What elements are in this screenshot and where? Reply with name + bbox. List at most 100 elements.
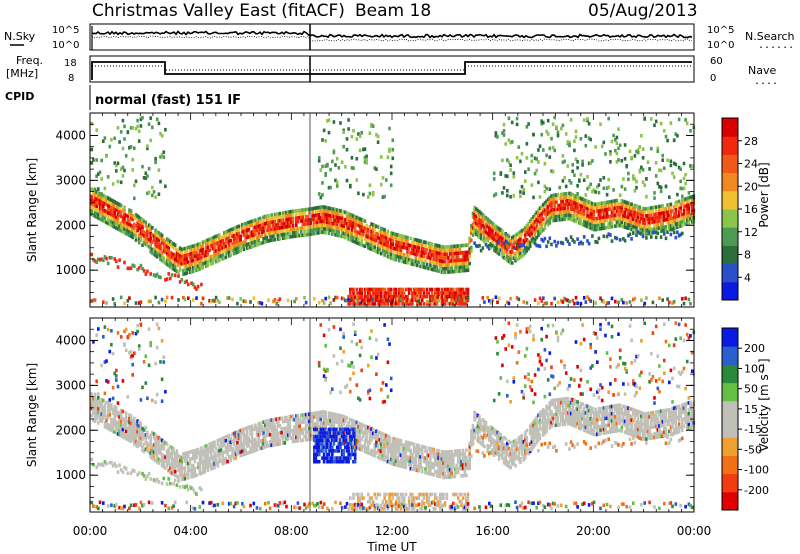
velocity-cell	[155, 434, 159, 439]
velocity-cell	[124, 415, 128, 419]
power-cell	[524, 251, 527, 255]
velocity-cell	[139, 432, 143, 437]
power-cell	[429, 256, 432, 260]
power-cell	[139, 224, 143, 228]
power-cell	[116, 161, 120, 166]
power-cell	[360, 217, 363, 222]
power-cell	[442, 291, 445, 295]
power-cell	[293, 299, 296, 304]
velocity-cell	[165, 456, 169, 461]
velocity-cell	[193, 490, 197, 495]
power-cell	[430, 260, 434, 264]
power-cell	[281, 214, 285, 219]
power-cell	[329, 167, 332, 172]
velocity-cell	[205, 458, 208, 462]
power-cell	[463, 265, 467, 269]
velocity-cell	[139, 436, 143, 440]
power-cell	[349, 291, 352, 295]
velocity-cell	[308, 502, 311, 506]
power-cell	[540, 121, 543, 126]
velocity-cell	[157, 446, 161, 451]
power-cell	[214, 256, 218, 260]
power-cell	[417, 238, 421, 243]
power-cell	[561, 192, 565, 196]
freq-label: Freq.	[16, 54, 43, 67]
power-cell	[301, 226, 305, 230]
velocity-cell	[102, 413, 105, 417]
velocity-cell	[281, 501, 285, 506]
power-cell	[339, 227, 342, 231]
velocity-cell	[170, 446, 174, 450]
velocity-cell	[304, 438, 308, 442]
velocity-cell	[183, 476, 187, 481]
power-cell	[304, 300, 308, 305]
power-cell	[622, 214, 625, 218]
power-cell	[213, 257, 216, 261]
power-cell	[124, 231, 128, 236]
power-cell	[592, 188, 596, 192]
velocity-cell	[277, 431, 280, 436]
velocity-cell	[340, 425, 344, 429]
power-cell	[689, 195, 692, 200]
power-cell	[281, 222, 285, 226]
power-cell	[182, 254, 185, 259]
power-cell	[573, 197, 576, 201]
power-cell	[394, 301, 398, 305]
power-cell	[592, 213, 596, 217]
velocity-cell	[232, 442, 236, 446]
power-cell	[414, 238, 417, 242]
power-cell	[473, 216, 476, 221]
power-cell	[453, 248, 457, 252]
power-cell	[389, 249, 393, 253]
power-cell	[363, 147, 367, 151]
velocity-cell	[314, 411, 318, 415]
power-cell	[576, 166, 579, 170]
power-cell	[571, 238, 574, 242]
power-cell	[342, 130, 345, 134]
power-cell	[659, 235, 663, 239]
velocity-cell	[249, 446, 252, 451]
velocity-cell	[257, 440, 260, 444]
power-cell	[422, 254, 426, 259]
power-cell	[556, 300, 560, 305]
power-cell	[538, 224, 542, 229]
velocity-cell	[342, 418, 345, 423]
power-cell	[257, 220, 260, 225]
power-cell	[599, 122, 602, 126]
power-cell	[216, 251, 220, 256]
power-cell	[177, 249, 180, 253]
power-cell	[556, 240, 560, 245]
power-cell	[676, 200, 679, 204]
power-cell	[429, 302, 432, 306]
power-cell	[546, 215, 550, 220]
velocity-cell	[339, 438, 342, 442]
power-cell	[270, 213, 273, 217]
power-cell	[155, 255, 159, 259]
power-cell	[188, 270, 192, 275]
power-cell	[331, 207, 334, 211]
power-cell	[280, 229, 283, 234]
power-cell	[481, 216, 485, 221]
power-cell	[146, 191, 149, 196]
velocity-cell	[317, 410, 321, 415]
power-cell	[159, 257, 162, 262]
power-cell	[573, 240, 576, 244]
power-cell	[157, 234, 161, 239]
power-cell	[165, 244, 169, 249]
power-cell	[546, 132, 550, 136]
power-cell	[573, 139, 576, 143]
velocity-cell	[95, 505, 98, 509]
velocity-cell	[155, 442, 159, 446]
power-cell	[412, 291, 416, 295]
power-cell	[560, 298, 563, 303]
power-cell	[491, 229, 494, 233]
power-cell	[98, 258, 102, 262]
power-cell	[612, 206, 615, 211]
power-cell	[367, 235, 370, 239]
power-cell	[216, 255, 220, 260]
velocity-cell	[242, 438, 246, 442]
power-cell	[324, 230, 327, 235]
velocity-cell	[126, 395, 130, 399]
power-cell	[569, 206, 573, 211]
power-cell	[313, 213, 316, 218]
